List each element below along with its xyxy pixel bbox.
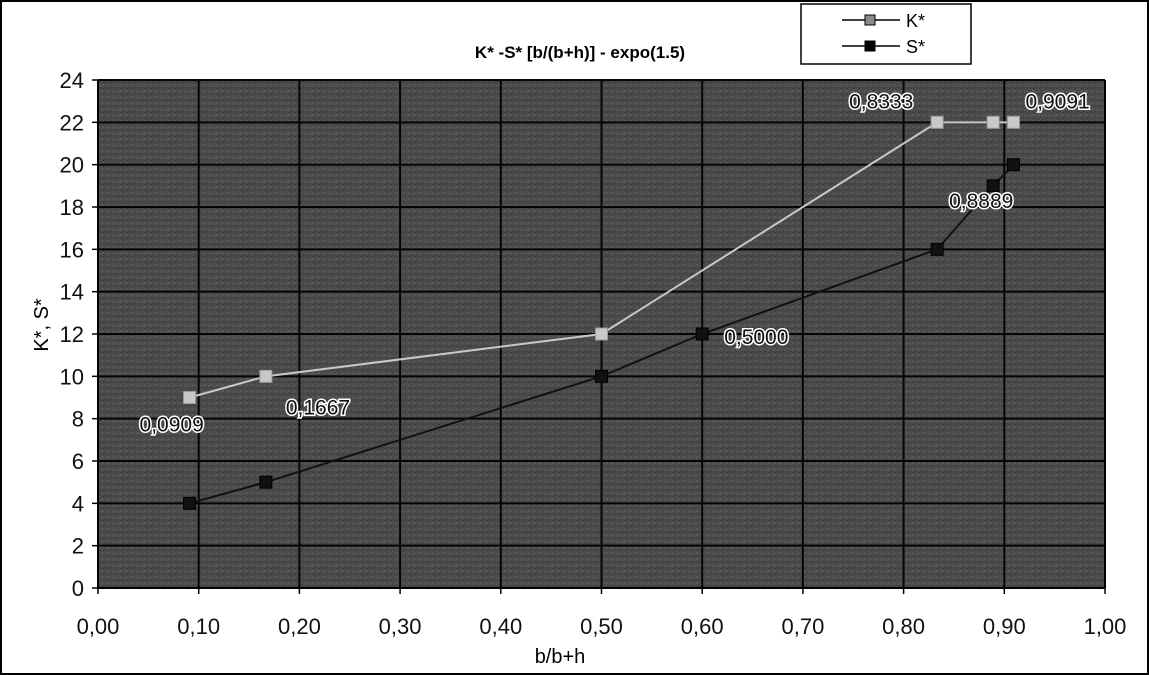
y-tick-label: 14 [60,280,84,305]
y-tick-label: 10 [60,364,84,389]
y-axis-title: K*, S* [31,298,53,352]
data-label: 0,8333 [849,90,913,113]
data-label: 0,0909 [140,414,204,437]
y-tick-label: 8 [72,407,84,432]
x-tick-label: 0,60 [681,614,724,639]
point-s [259,475,273,489]
chart-title: K* -S* [b/(b+h)] - expo(1.5) [475,43,685,62]
y-tick-label: 4 [72,491,84,516]
point-k [1006,115,1020,129]
y-tick-label: 18 [60,195,84,220]
y-tick-label: 22 [60,110,84,135]
x-tick-label: 0,80 [882,614,925,639]
data-labels: 0,0909 0,1667 0,5000 0,8333 0,8889 0,9091 [138,89,1091,438]
data-label: 0,8889 [949,190,1013,213]
y-tick-label: 12 [60,322,84,347]
point-s [695,327,709,341]
y-tick-label: 6 [72,449,84,474]
legend-label-s: S* [906,37,925,57]
series-s [183,158,1020,510]
x-tick-label: 0,00 [77,614,120,639]
data-label: 0,5000 [724,326,788,349]
x-tick-label: 0,20 [278,614,321,639]
legend-marker-s [864,40,876,52]
x-tick-label: 0,90 [983,614,1026,639]
y-tick-label: 16 [60,237,84,262]
y-tick-label: 0 [72,576,84,601]
y-tick-label: 2 [72,534,84,559]
x-tick-label: 0,40 [479,614,522,639]
x-tick-label: 0,30 [379,614,422,639]
legend: K* S* [800,3,972,65]
point-k [986,115,1000,129]
point-s [183,496,197,510]
legend-label-k: K* [906,11,925,31]
x-tick-label: 0,50 [580,614,623,639]
point-s [930,242,944,256]
x-tick-label: 0,70 [781,614,824,639]
point-s [1006,158,1020,172]
point-k [595,327,608,341]
series-k [183,115,1020,404]
point-k [183,391,197,404]
y-tick-label: 24 [60,68,84,93]
y-tick-label: 20 [60,153,84,178]
point-k [930,115,944,129]
x-axis-title: b/b+h [535,646,586,668]
x-tick-label: 0,10 [177,614,220,639]
legend-box [800,3,972,65]
point-k [259,369,273,383]
x-tick-label: 1,00 [1084,614,1127,639]
series [183,115,1020,510]
data-label: 0,9091 [1025,90,1089,113]
data-label: 0,1667 [286,396,350,419]
legend-marker-k [864,14,876,26]
point-s [595,369,608,383]
point-s [986,179,1000,193]
